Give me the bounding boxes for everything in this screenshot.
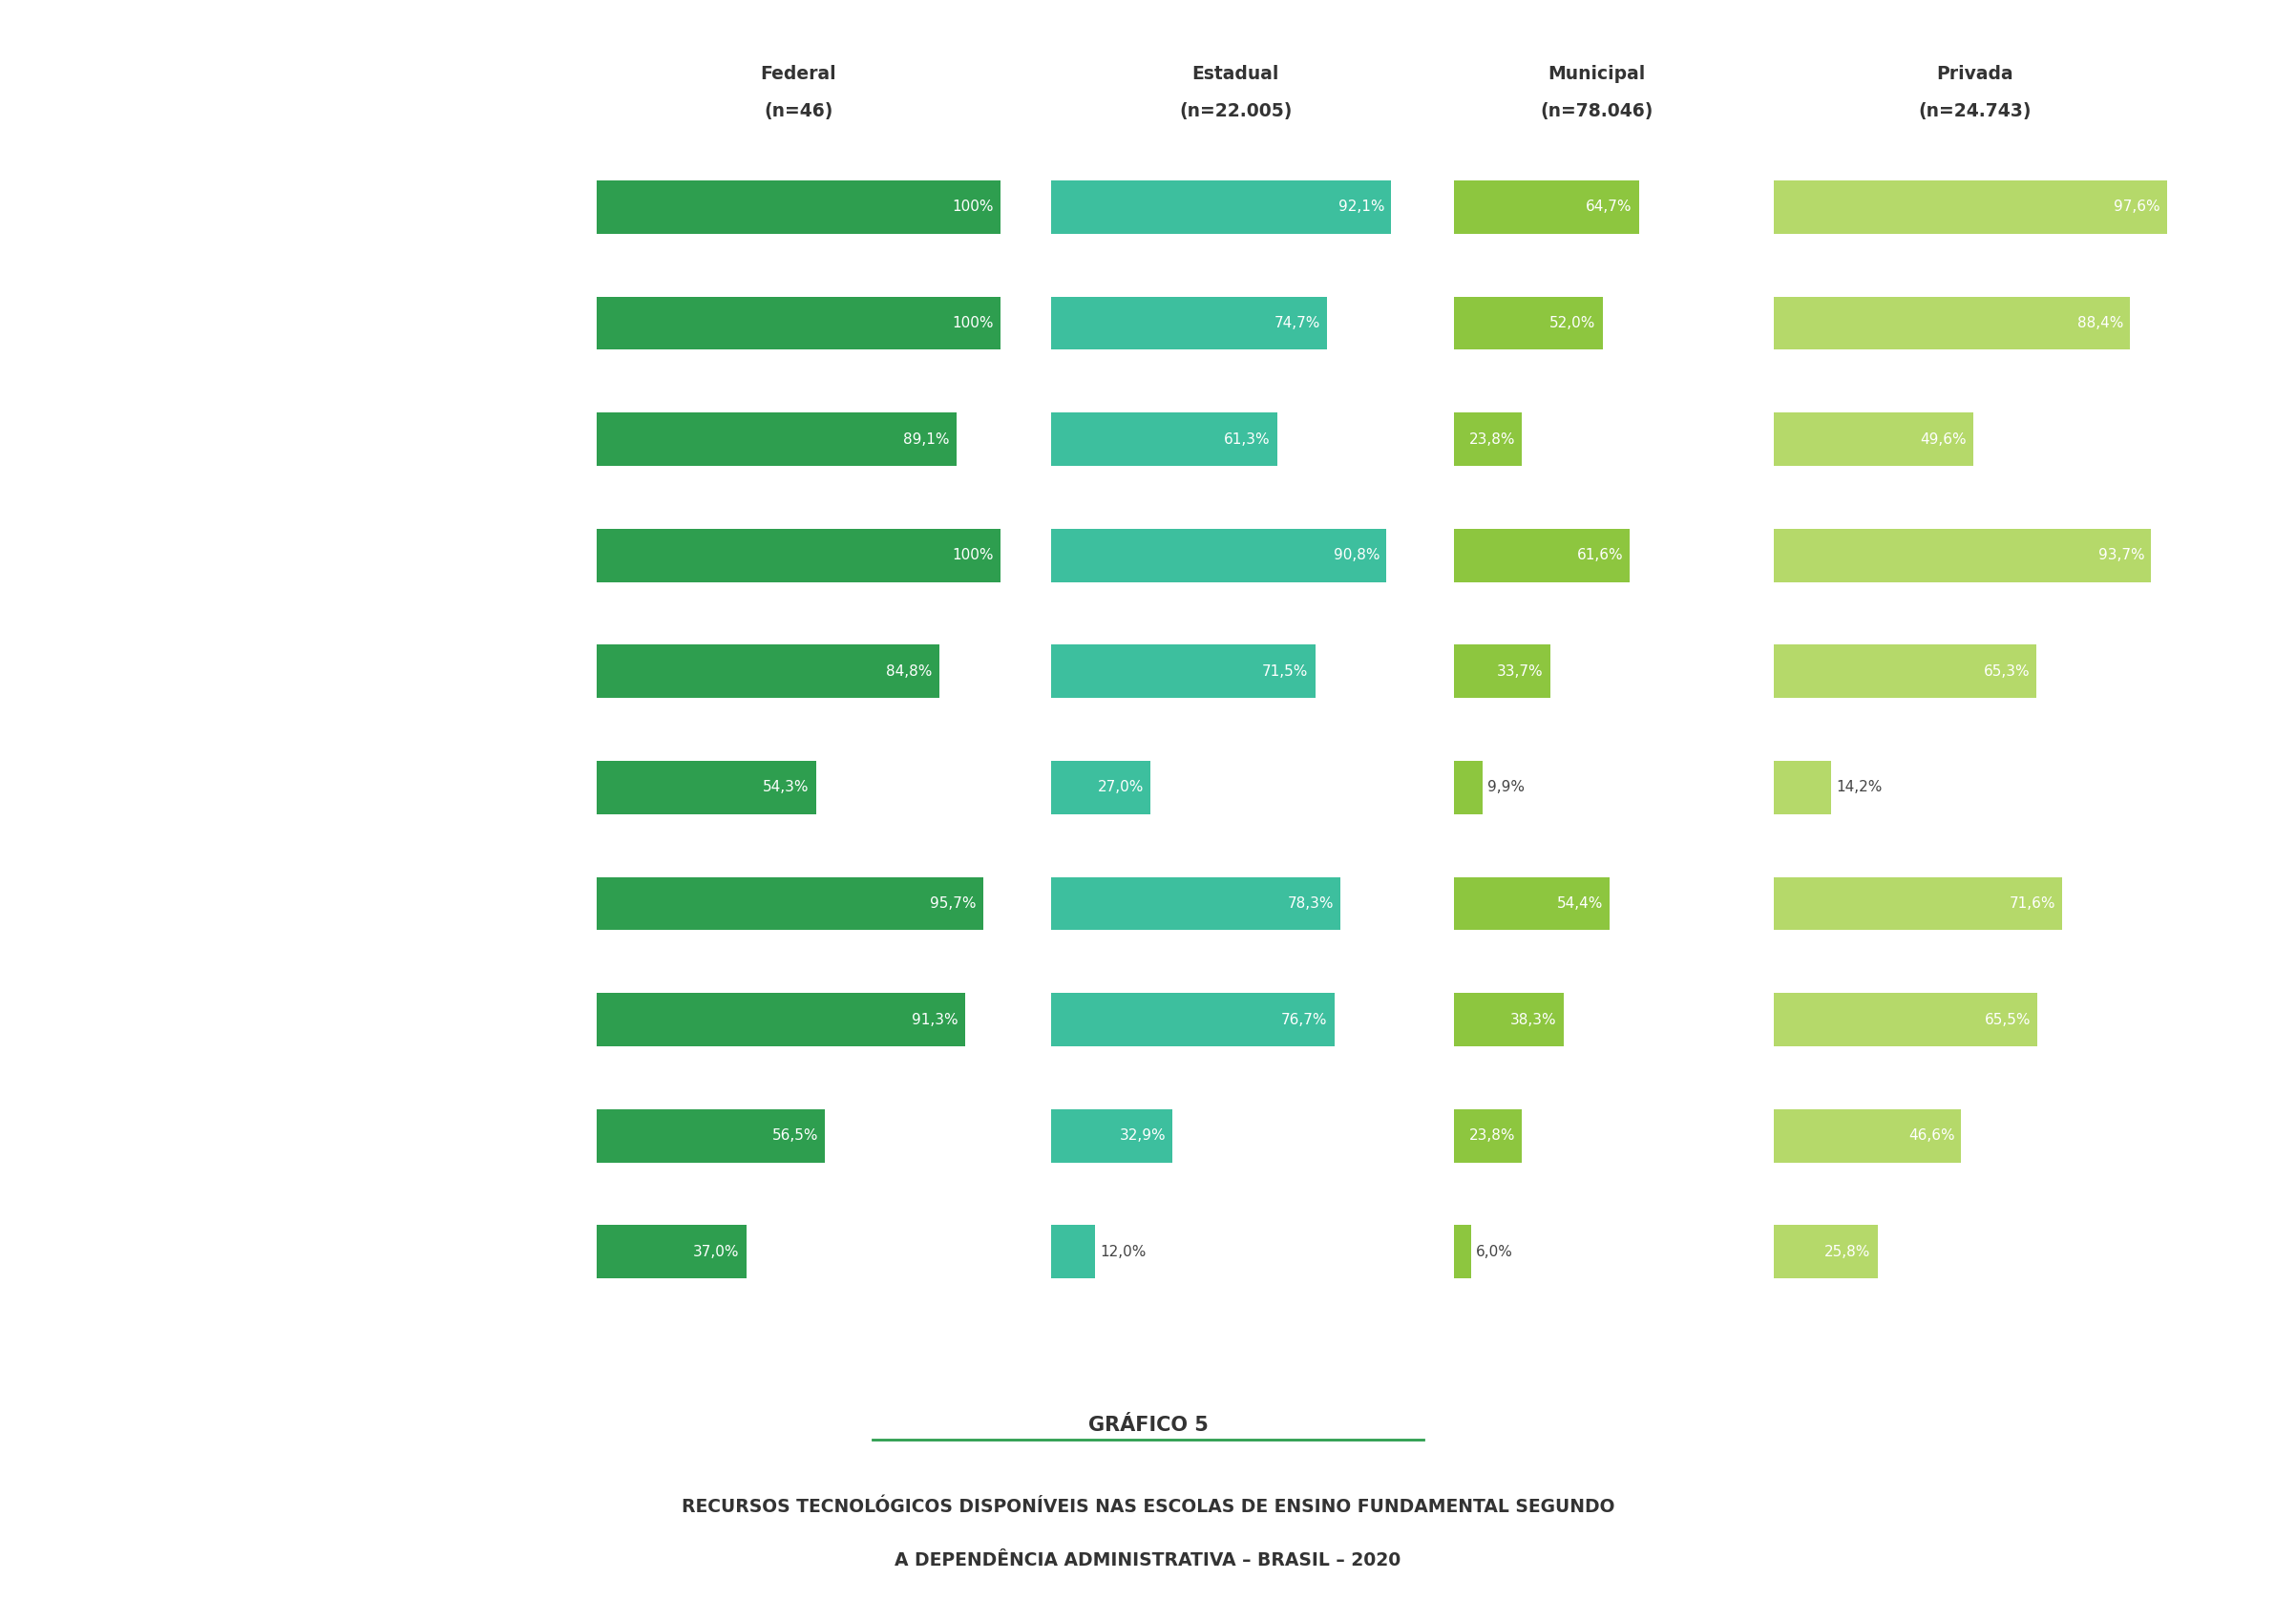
Text: 90,8%: 90,8% <box>1334 548 1380 562</box>
Bar <box>1453 645 1550 699</box>
Bar <box>1773 180 2167 233</box>
Text: 97,6%: 97,6% <box>2115 199 2161 214</box>
Text: A DEPENDÊNCIA ADMINISTRATIVA – BRASIL – 2020: A DEPENDÊNCIA ADMINISTRATIVA – BRASIL – … <box>895 1551 1401 1569</box>
Text: 71,5%: 71,5% <box>1263 665 1309 679</box>
Bar <box>1052 877 1341 930</box>
Text: 65,3%: 65,3% <box>1984 665 2030 679</box>
Bar <box>597 994 964 1046</box>
Bar <box>1773 877 2062 930</box>
Text: 78,3%: 78,3% <box>1288 896 1334 911</box>
Text: 38,3%: 38,3% <box>1511 1013 1557 1026</box>
Text: 100%: 100% <box>953 316 994 331</box>
Text: 9,9%: 9,9% <box>1488 780 1525 794</box>
Text: 64,7%: 64,7% <box>1587 199 1632 214</box>
Bar <box>1052 994 1334 1046</box>
Text: 27,0%: 27,0% <box>1097 780 1143 794</box>
Text: 23,8%: 23,8% <box>1469 1128 1515 1143</box>
Text: 74,7%: 74,7% <box>1274 316 1320 331</box>
Bar <box>1052 297 1327 350</box>
Bar <box>597 1109 824 1162</box>
Text: 33,7%: 33,7% <box>1497 665 1543 679</box>
Text: 61,6%: 61,6% <box>1577 548 1623 562</box>
Bar <box>597 1225 746 1279</box>
Text: 71,6%: 71,6% <box>2009 896 2055 911</box>
Bar <box>1773 528 2151 582</box>
Text: 23,8%: 23,8% <box>1469 433 1515 446</box>
Bar <box>1052 1225 1095 1279</box>
Text: 46,6%: 46,6% <box>1908 1128 1954 1143</box>
Bar <box>1052 528 1387 582</box>
Bar <box>1453 760 1483 814</box>
Bar <box>1453 1225 1472 1279</box>
Bar <box>1453 528 1630 582</box>
Bar <box>1052 180 1391 233</box>
Text: 93,7%: 93,7% <box>2099 548 2144 562</box>
Bar <box>597 413 957 465</box>
Text: RECURSOS TECNOLÓGICOS DISPONÍVEIS NAS ESCOLAS DE ENSINO FUNDAMENTAL SEGUNDO: RECURSOS TECNOLÓGICOS DISPONÍVEIS NAS ES… <box>682 1498 1614 1516</box>
Text: 84,8%: 84,8% <box>886 665 932 679</box>
Text: Municipal: Municipal <box>1548 65 1646 83</box>
Text: (n=22.005): (n=22.005) <box>1180 102 1293 120</box>
Text: 25,8%: 25,8% <box>1825 1245 1871 1260</box>
Bar <box>1773 297 2131 350</box>
Bar <box>1453 877 1609 930</box>
Bar <box>1453 297 1603 350</box>
Bar <box>1773 1109 1961 1162</box>
Bar <box>597 877 983 930</box>
Text: (n=46): (n=46) <box>765 102 833 120</box>
Text: (n=24.743): (n=24.743) <box>1919 102 2032 120</box>
Bar <box>1773 994 2037 1046</box>
Bar <box>1052 760 1150 814</box>
Text: 54,4%: 54,4% <box>1557 896 1603 911</box>
Text: Federal: Federal <box>760 65 836 83</box>
Bar <box>1453 413 1522 465</box>
Text: 49,6%: 49,6% <box>1919 433 1968 446</box>
Text: 14,2%: 14,2% <box>1837 780 1883 794</box>
Bar <box>1052 1109 1173 1162</box>
Bar <box>1773 760 1830 814</box>
Text: 100%: 100% <box>953 199 994 214</box>
Text: 54,3%: 54,3% <box>762 780 808 794</box>
Bar <box>597 760 815 814</box>
Text: 12,0%: 12,0% <box>1100 1245 1146 1260</box>
Text: 76,7%: 76,7% <box>1281 1013 1327 1026</box>
Text: 95,7%: 95,7% <box>930 896 976 911</box>
Text: 65,5%: 65,5% <box>1984 1013 2032 1026</box>
Bar <box>597 528 1001 582</box>
Bar <box>597 297 1001 350</box>
Bar <box>1052 645 1316 699</box>
Text: 52,0%: 52,0% <box>1550 316 1596 331</box>
Text: Privada: Privada <box>1936 65 2014 83</box>
Text: 32,9%: 32,9% <box>1118 1128 1166 1143</box>
Text: 92,1%: 92,1% <box>1339 199 1384 214</box>
Text: Estadual: Estadual <box>1192 65 1279 83</box>
Text: (n=78.046): (n=78.046) <box>1541 102 1653 120</box>
Text: 100%: 100% <box>953 548 994 562</box>
Text: 37,0%: 37,0% <box>693 1245 739 1260</box>
Bar <box>1453 994 1564 1046</box>
Bar <box>1453 180 1639 233</box>
Bar <box>597 645 939 699</box>
Bar <box>597 180 1001 233</box>
Text: 91,3%: 91,3% <box>912 1013 957 1026</box>
Bar <box>1453 1109 1522 1162</box>
Bar <box>1773 413 1975 465</box>
Text: 56,5%: 56,5% <box>771 1128 817 1143</box>
Bar <box>1052 413 1277 465</box>
Text: 88,4%: 88,4% <box>2078 316 2124 331</box>
Text: GRÁFICO 5: GRÁFICO 5 <box>1088 1415 1208 1435</box>
Text: 61,3%: 61,3% <box>1224 433 1270 446</box>
Text: 89,1%: 89,1% <box>902 433 951 446</box>
Bar <box>1773 645 2037 699</box>
Text: 6,0%: 6,0% <box>1476 1245 1513 1260</box>
Bar <box>1773 1225 1878 1279</box>
